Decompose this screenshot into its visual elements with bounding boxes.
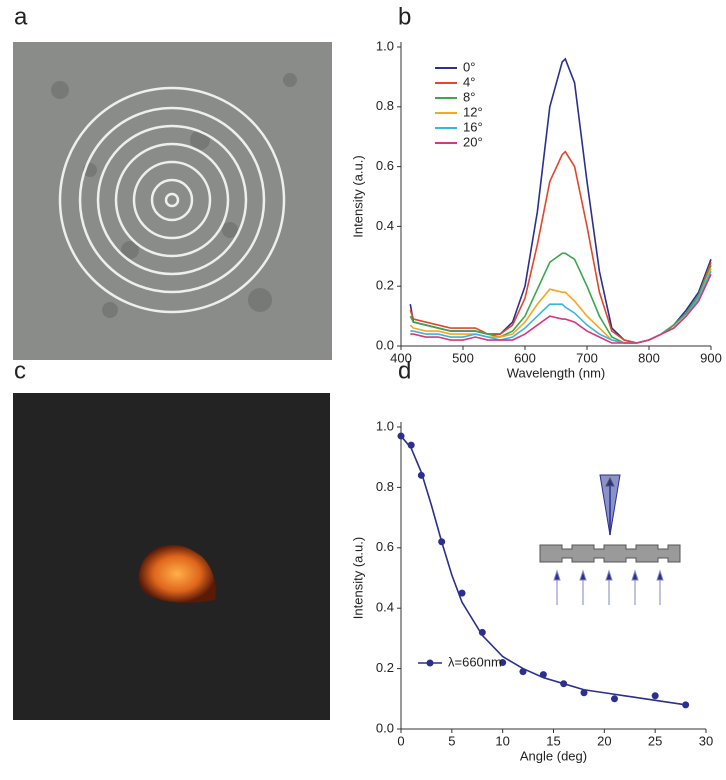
legend-label: 0° (463, 59, 475, 74)
x-tick-label: 10 (495, 733, 509, 748)
legend-label: 16° (463, 119, 483, 134)
point (519, 668, 527, 676)
panel-label: a (14, 3, 28, 30)
y-tick-label: 0.0 (376, 337, 394, 352)
point (499, 659, 507, 667)
panel-label: b (398, 3, 411, 30)
x-tick-label: 400 (390, 350, 412, 365)
x-axis-label: Wavelength (nm) (507, 365, 606, 380)
y-tick-label: 0.6 (376, 158, 394, 173)
series-line (410, 273, 712, 344)
y-tick-label: 1.0 (376, 38, 394, 53)
panel-label: d (398, 357, 411, 384)
legend-label: 20° (463, 134, 483, 149)
optical-image (13, 393, 330, 720)
y-tick-label: 0.0 (376, 720, 394, 735)
legend-marker (426, 659, 434, 667)
legend-label: λ=660nm (448, 654, 502, 669)
y-tick-label: 0.2 (376, 660, 394, 675)
point (682, 701, 690, 709)
point (478, 628, 486, 636)
point (651, 692, 659, 700)
fit-line (400, 435, 686, 706)
point (407, 441, 415, 449)
point (438, 538, 446, 546)
sem-image (13, 42, 332, 360)
point (458, 589, 466, 597)
y-tick-label: 0.4 (376, 218, 394, 233)
y-tick-label: 0.8 (376, 479, 394, 494)
series-line (409, 150, 712, 344)
legend-label: 12° (463, 104, 483, 119)
x-axis-label: Angle (deg) (520, 748, 587, 763)
legend-label: 8° (463, 89, 475, 104)
y-tick-label: 1.0 (376, 418, 394, 433)
y-tick-label: 0.8 (376, 98, 394, 113)
panel-label: c (14, 357, 26, 384)
point (397, 432, 405, 440)
x-tick-label: 15 (546, 733, 560, 748)
x-tick-label: 20 (597, 733, 611, 748)
x-tick-label: 25 (648, 733, 662, 748)
y-tick-label: 0.4 (376, 600, 394, 615)
x-tick-label: 5 (448, 733, 455, 748)
point (560, 680, 568, 688)
y-tick-label: 0.6 (376, 539, 394, 554)
x-tick-label: 30 (699, 733, 713, 748)
y-axis-label: Intensity (a.u.) (350, 537, 365, 619)
x-tick-label: 0 (397, 733, 404, 748)
schematic-inset (539, 474, 681, 605)
x-tick-label: 500 (452, 350, 474, 365)
x-tick-label: 700 (576, 350, 598, 365)
y-axis-label: Intensity (a.u.) (350, 155, 365, 237)
point (580, 689, 588, 697)
point (611, 695, 618, 703)
y-tick-label: 0.2 (376, 278, 394, 293)
x-tick-label: 600 (514, 350, 536, 365)
x-tick-label: 800 (638, 350, 660, 365)
x-tick-label: 900 (700, 350, 722, 365)
point (417, 471, 425, 479)
point (539, 671, 547, 679)
series-line (409, 252, 712, 344)
legend-label: 4° (463, 74, 475, 89)
series-line (409, 57, 712, 344)
